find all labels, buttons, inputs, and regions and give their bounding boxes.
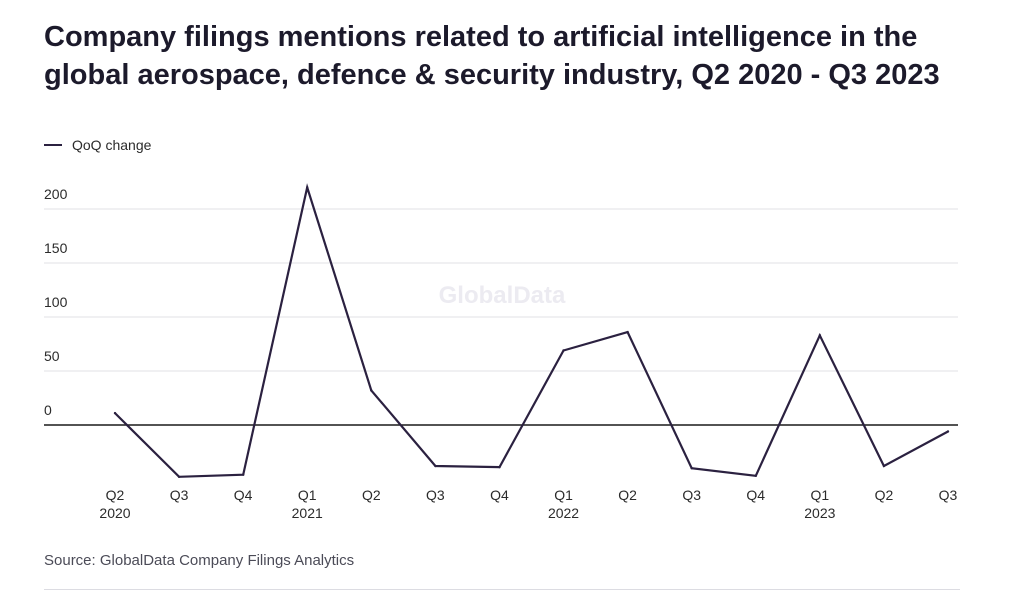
data-point-8: [626, 330, 629, 334]
x-tick-label-2: Q4: [234, 487, 253, 503]
x-tick-label-0: Q2: [106, 487, 125, 503]
footer-divider: [44, 589, 960, 590]
y-tick-label-200: 200: [44, 186, 68, 202]
x-tick-label-12: Q2: [875, 487, 894, 503]
legend-label: QoQ change: [72, 137, 152, 153]
data-point-12: [882, 464, 886, 468]
line-chart: GlobalData 0 50 100 150 200 Q2 2020 Q3 Q4 Q1 2021 Q2…: [44, 183, 958, 521]
x-tick-label-8: Q2: [618, 487, 637, 503]
data-point-11: [818, 334, 822, 337]
data-point-2: [241, 473, 245, 476]
legend-line-swatch: [44, 144, 62, 146]
x-tick-year-7: 2022: [548, 505, 579, 521]
x-tick-label-3: Q1: [298, 487, 317, 503]
y-tick-label-50: 50: [44, 348, 60, 364]
data-point-0: [113, 411, 117, 415]
source-note: Source: GlobalData Company Filings Analy…: [44, 552, 355, 569]
x-tick-year-3: 2021: [292, 505, 323, 521]
data-point-4: [370, 389, 373, 392]
x-tick-year-0: 2020: [99, 505, 130, 521]
data-point-9: [690, 467, 693, 470]
data-point-10: [754, 474, 757, 477]
data-point-5: [434, 464, 437, 468]
data-point-7: [562, 349, 565, 352]
y-tick-label-0: 0: [44, 402, 52, 418]
x-tick-label-5: Q3: [426, 487, 445, 503]
x-tick-label-11: Q1: [811, 487, 830, 503]
data-point-13: [946, 430, 950, 433]
watermark: GlobalData: [439, 282, 566, 309]
data-point-3: [306, 186, 309, 189]
y-tick-label-100: 100: [44, 294, 68, 310]
y-tick-label-150: 150: [44, 240, 68, 256]
x-tick-year-11: 2023: [804, 505, 835, 521]
x-tick-label-9: Q3: [682, 487, 701, 503]
x-tick-label-7: Q1: [554, 487, 573, 503]
x-tick-label-1: Q3: [170, 487, 189, 503]
x-tick-label-4: Q2: [362, 487, 381, 503]
x-tick-label-6: Q4: [490, 487, 509, 503]
data-point-6: [498, 465, 501, 469]
legend: QoQ change: [44, 137, 151, 153]
x-tick-label-13: Q3: [939, 487, 958, 503]
data-point-1: [177, 475, 181, 479]
x-tick-label-10: Q4: [746, 487, 765, 503]
chart-title: Company filings mentions related to arti…: [44, 21, 940, 91]
series-line-qoq-change: [114, 183, 949, 478]
